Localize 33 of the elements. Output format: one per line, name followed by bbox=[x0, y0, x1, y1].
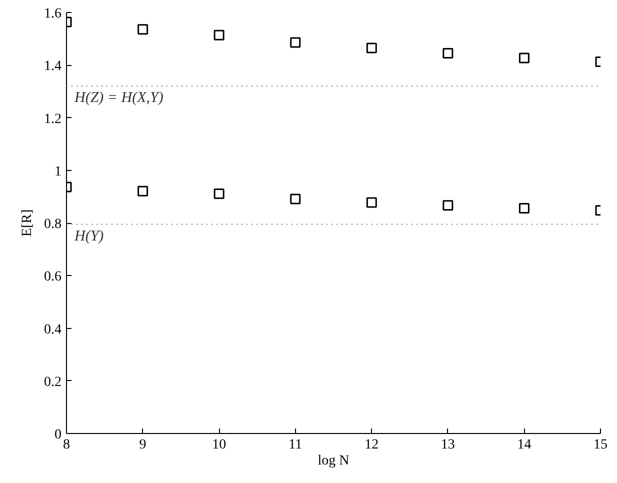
y-tick-label: 0.4 bbox=[44, 322, 62, 338]
point bbox=[442, 48, 454, 59]
y-axis-title: E[R] bbox=[20, 209, 35, 237]
point bbox=[366, 197, 377, 208]
y-tick-label: 1.2 bbox=[44, 112, 62, 127]
y-tick-label: 1.4 bbox=[44, 59, 62, 74]
x-tick-label: 11 bbox=[288, 438, 302, 452]
point bbox=[290, 37, 301, 48]
point bbox=[442, 200, 454, 211]
y-tick-label: 0.6 bbox=[44, 270, 62, 285]
x-tick-label: 14 bbox=[517, 438, 532, 452]
y-tick-label: 0.8 bbox=[44, 217, 62, 232]
x-tick-label: 12 bbox=[364, 438, 379, 452]
point bbox=[138, 24, 148, 35]
y-tick-label: 1.6 bbox=[44, 6, 62, 22]
x-tick-label: 9 bbox=[139, 438, 146, 452]
x-tick-label: 13 bbox=[440, 438, 455, 452]
ref-line-label: H(Z) = H(X,Y) bbox=[74, 90, 164, 106]
point bbox=[214, 30, 224, 40]
x-tick-label: 8 bbox=[63, 438, 70, 452]
x-tick-label: 15 bbox=[594, 438, 608, 452]
point bbox=[366, 42, 377, 54]
point bbox=[518, 203, 530, 214]
y-tick-label: 0 bbox=[54, 428, 62, 442]
y-tick-label: 1 bbox=[54, 164, 62, 180]
point bbox=[290, 194, 301, 204]
x-axis-title: log N bbox=[318, 454, 350, 468]
point bbox=[214, 188, 224, 200]
ref-line-label: H(Y) bbox=[74, 228, 104, 244]
x-tick-label: 10 bbox=[212, 438, 226, 452]
y-tick-label: 0.2 bbox=[44, 374, 62, 390]
point bbox=[138, 186, 148, 196]
point bbox=[518, 52, 530, 64]
